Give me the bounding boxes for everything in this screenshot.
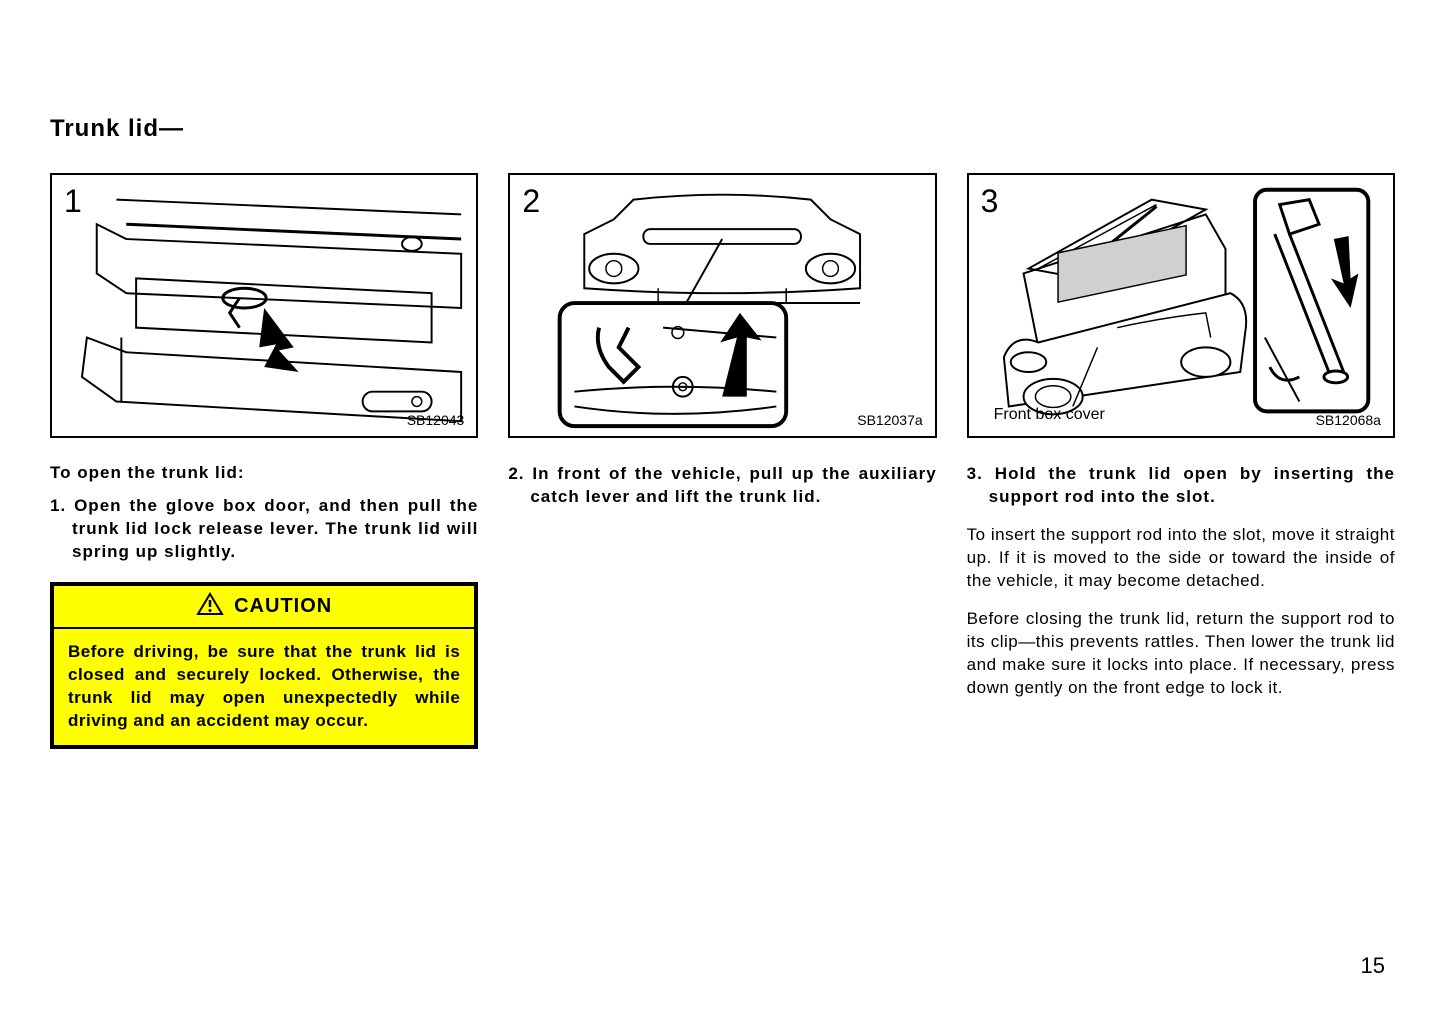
caution-title: CAUTION: [234, 595, 332, 618]
caution-body: Before driving, be sure that the trunk l…: [54, 629, 474, 745]
column-2: 2: [508, 173, 936, 749]
figure-1-number: 1: [64, 183, 82, 220]
figure-1: 1 SB12043: [50, 173, 478, 438]
figure-3-label: Front box cover: [994, 406, 1105, 424]
figure-2-number: 2: [522, 183, 540, 220]
figure-3-illustration: [969, 175, 1393, 436]
figure-3: 3: [967, 173, 1395, 438]
figure-3-number: 3: [981, 183, 999, 220]
figure-2-id: SB12037a: [857, 412, 922, 428]
warning-icon: [196, 592, 224, 621]
column-3-step: 3. Hold the trunk lid open by inserting …: [967, 463, 1395, 509]
column-2-step: 2. In front of the vehicle, pull up the …: [508, 463, 936, 509]
column-3: 3: [967, 173, 1395, 749]
page-title: Trunk lid—: [50, 115, 1395, 143]
figure-2: 2: [508, 173, 936, 438]
figure-3-id: SB12068a: [1316, 412, 1381, 428]
page-number: 15: [1361, 953, 1385, 979]
caution-header: CAUTION: [54, 586, 474, 629]
column-3-body-2: Before closing the trunk lid, return the…: [967, 608, 1395, 700]
column-1: 1 SB12043 To open the trunk: [50, 173, 478, 749]
columns-container: 1 SB12043 To open the trunk: [50, 173, 1395, 749]
figure-1-id: SB12043: [407, 412, 465, 428]
caution-box: CAUTION Before driving, be sure that the…: [50, 582, 478, 749]
column-3-body-1: To insert the support rod into the slot,…: [967, 524, 1395, 593]
column-1-step: 1. Open the glove box door, and then pul…: [50, 495, 478, 564]
figure-1-illustration: [52, 175, 476, 436]
column-1-intro: To open the trunk lid:: [50, 463, 478, 483]
figure-2-illustration: [510, 175, 934, 436]
